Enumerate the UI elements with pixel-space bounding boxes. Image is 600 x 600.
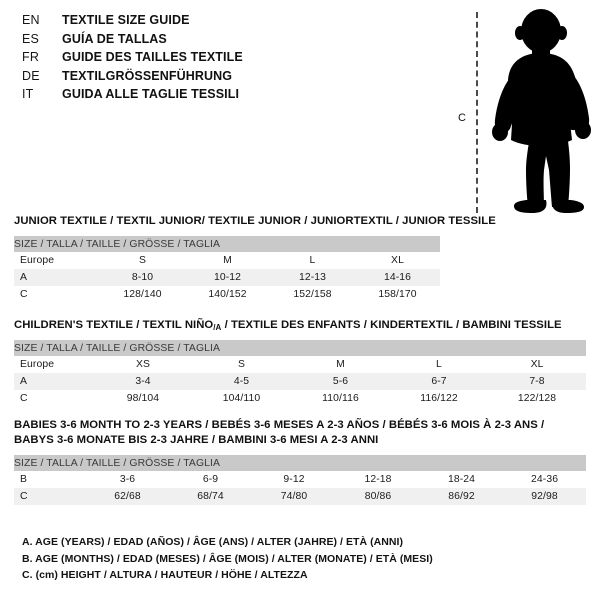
language-code: DE [22,68,40,83]
cell: 18-24 [420,471,503,488]
cell: XL [488,356,587,373]
language-title: GUÍA DE TALLAS [62,31,167,46]
cell: 12-13 [270,269,355,286]
height-dashed-line-icon [476,12,478,213]
cell: 10-12 [185,269,270,286]
children-size-table: SIZE / TALLA / TAILLE / GRÖSSE / TAGLIA … [14,340,587,407]
table-row: A 8-10 10-12 12-13 14-16 [14,269,441,286]
row-label: C [14,488,86,505]
section-title-children-pre: CHILDREN'S TEXTILE / TEXTIL NIÑO [14,319,214,331]
cell: S [100,252,185,269]
row-label: B [14,471,86,488]
table-row: C 128/140 140/152 152/158 158/170 [14,286,441,303]
junior-size-table: SIZE / TALLA / TAILLE / GRÖSSE / TAGLIA … [14,236,441,303]
language-code: FR [22,50,40,64]
measure-label-c: C [458,112,466,124]
cell: M [291,356,390,373]
language-title: TEXTILE SIZE GUIDE [62,13,190,27]
cell: 24-36 [503,471,587,488]
cell: 7-8 [488,373,587,390]
section-title-babies-line2: BABYS 3-6 MONATE BIS 2-3 JAHRE / BAMBINI… [14,434,379,446]
cell: 8-10 [100,269,185,286]
language-code: EN [22,13,40,27]
cell: S [192,356,291,373]
legend-line-c: C. (cm) HEIGHT / ALTURA / HAUTEUR / HÖHE… [22,569,308,581]
cell: L [270,252,355,269]
cell: 80/86 [336,488,420,505]
section-title-children: CHILDREN'S TEXTILE / TEXTIL NIÑO/A / TEX… [14,318,586,333]
row-label: A [14,269,100,286]
cell: 6-9 [169,471,252,488]
row-label: Europe [14,356,94,373]
table-row: C 62/68 68/74 74/80 80/86 86/92 92/98 [14,488,587,505]
row-label: C [14,390,94,407]
cell: 62/68 [86,488,169,505]
language-row: EN TEXTILE SIZE GUIDE [22,13,442,32]
cell: L [390,356,488,373]
cell: XL [355,252,441,269]
cell: 3-4 [94,373,192,390]
table-band-row: SIZE / TALLA / TAILLE / GRÖSSE / TAGLIA [14,340,587,356]
table-row: Europe S M L XL [14,252,441,269]
legend-line-a: A. AGE (YEARS) / EDAD (AÑOS) / ÂGE (ANS)… [22,536,404,548]
table-row: Europe XS S M L XL [14,356,587,373]
section-children-textile: CHILDREN'S TEXTILE / TEXTIL NIÑO/A / TEX… [14,318,587,407]
cell: XS [94,356,192,373]
table-row: B 3-6 6-9 9-12 12-18 18-24 24-36 [14,471,587,488]
row-label: A [14,373,94,390]
cell: 4-5 [192,373,291,390]
cell: 122/128 [488,390,587,407]
band-label: SIZE / TALLA / TAILLE / GRÖSSE / TAGLIA [14,236,441,252]
language-row: FR GUIDE DES TAILLES TEXTILE [22,50,442,69]
toddler-silhouette-icon [492,9,591,213]
language-row: DE TEXTILGRÖSSENFÜHRUNG [22,69,442,88]
table-row: A 3-4 4-5 5-6 6-7 7-8 [14,373,587,390]
section-babies-textile: BABIES 3-6 MONTH TO 2-3 YEARS / BEBÉS 3-… [14,418,587,505]
row-label: C [14,286,100,303]
cell: 140/152 [185,286,270,303]
cell: 92/98 [503,488,587,505]
section-title-junior: JUNIOR TEXTILE / TEXTIL JUNIOR/ TEXTILE … [14,215,496,227]
table-band-row: SIZE / TALLA / TAILLE / GRÖSSE / TAGLIA [14,455,587,471]
cell: M [185,252,270,269]
cell: 74/80 [252,488,336,505]
table-band-row: SIZE / TALLA / TAILLE / GRÖSSE / TAGLIA [14,236,441,252]
language-title: GUIDA ALLE TAGLIE TESSILI [62,87,240,101]
cell: 9-12 [252,471,336,488]
section-junior-textile: JUNIOR TEXTILE / TEXTIL JUNIOR/ TEXTILE … [14,214,496,303]
height-measurement-figure: C [448,8,594,213]
cell: 14-16 [355,269,441,286]
legend-line-b: B. AGE (MONTHS) / EDAD (MESES) / ÂGE (MO… [22,552,433,565]
cell: 68/74 [169,488,252,505]
cell: 158/170 [355,286,441,303]
language-code: IT [22,87,34,101]
section-title-babies-line1: BABIES 3-6 MONTH TO 2-3 YEARS / BEBÉS 3-… [14,419,545,431]
cell: 104/110 [192,390,291,407]
band-label: SIZE / TALLA / TAILLE / GRÖSSE / TAGLIA [14,340,587,356]
cell: 98/104 [94,390,192,407]
row-label: Europe [14,252,100,269]
language-code: ES [22,31,40,46]
cell: 12-18 [336,471,420,488]
section-title-children-post: / TEXTILE DES ENFANTS / KINDERTEXTIL / B… [221,319,562,331]
legend-block: A. AGE (YEARS) / EDAD (AÑOS) / ÂGE (ANS)… [22,534,522,584]
cell: 86/92 [420,488,503,505]
language-row: ES GUÍA DE TALLAS [22,32,442,51]
cell: 128/140 [100,286,185,303]
cell: 3-6 [86,471,169,488]
cell: 5-6 [291,373,390,390]
table-row: C 98/104 104/110 110/116 116/122 122/128 [14,390,587,407]
babies-size-table: SIZE / TALLA / TAILLE / GRÖSSE / TAGLIA … [14,455,587,505]
language-title-list: EN TEXTILE SIZE GUIDE ES GUÍA DE TALLAS … [22,13,442,106]
cell: 110/116 [291,390,390,407]
language-title: TEXTILGRÖSSENFÜHRUNG [62,68,233,83]
section-title-children-sub: /A [213,322,222,332]
language-title: GUIDE DES TAILLES TEXTILE [62,50,243,64]
cell: 152/158 [270,286,355,303]
language-row: IT GUIDA ALLE TAGLIE TESSILI [22,87,442,106]
cell: 116/122 [390,390,488,407]
cell: 6-7 [390,373,488,390]
band-label: SIZE / TALLA / TAILLE / GRÖSSE / TAGLIA [14,455,587,471]
